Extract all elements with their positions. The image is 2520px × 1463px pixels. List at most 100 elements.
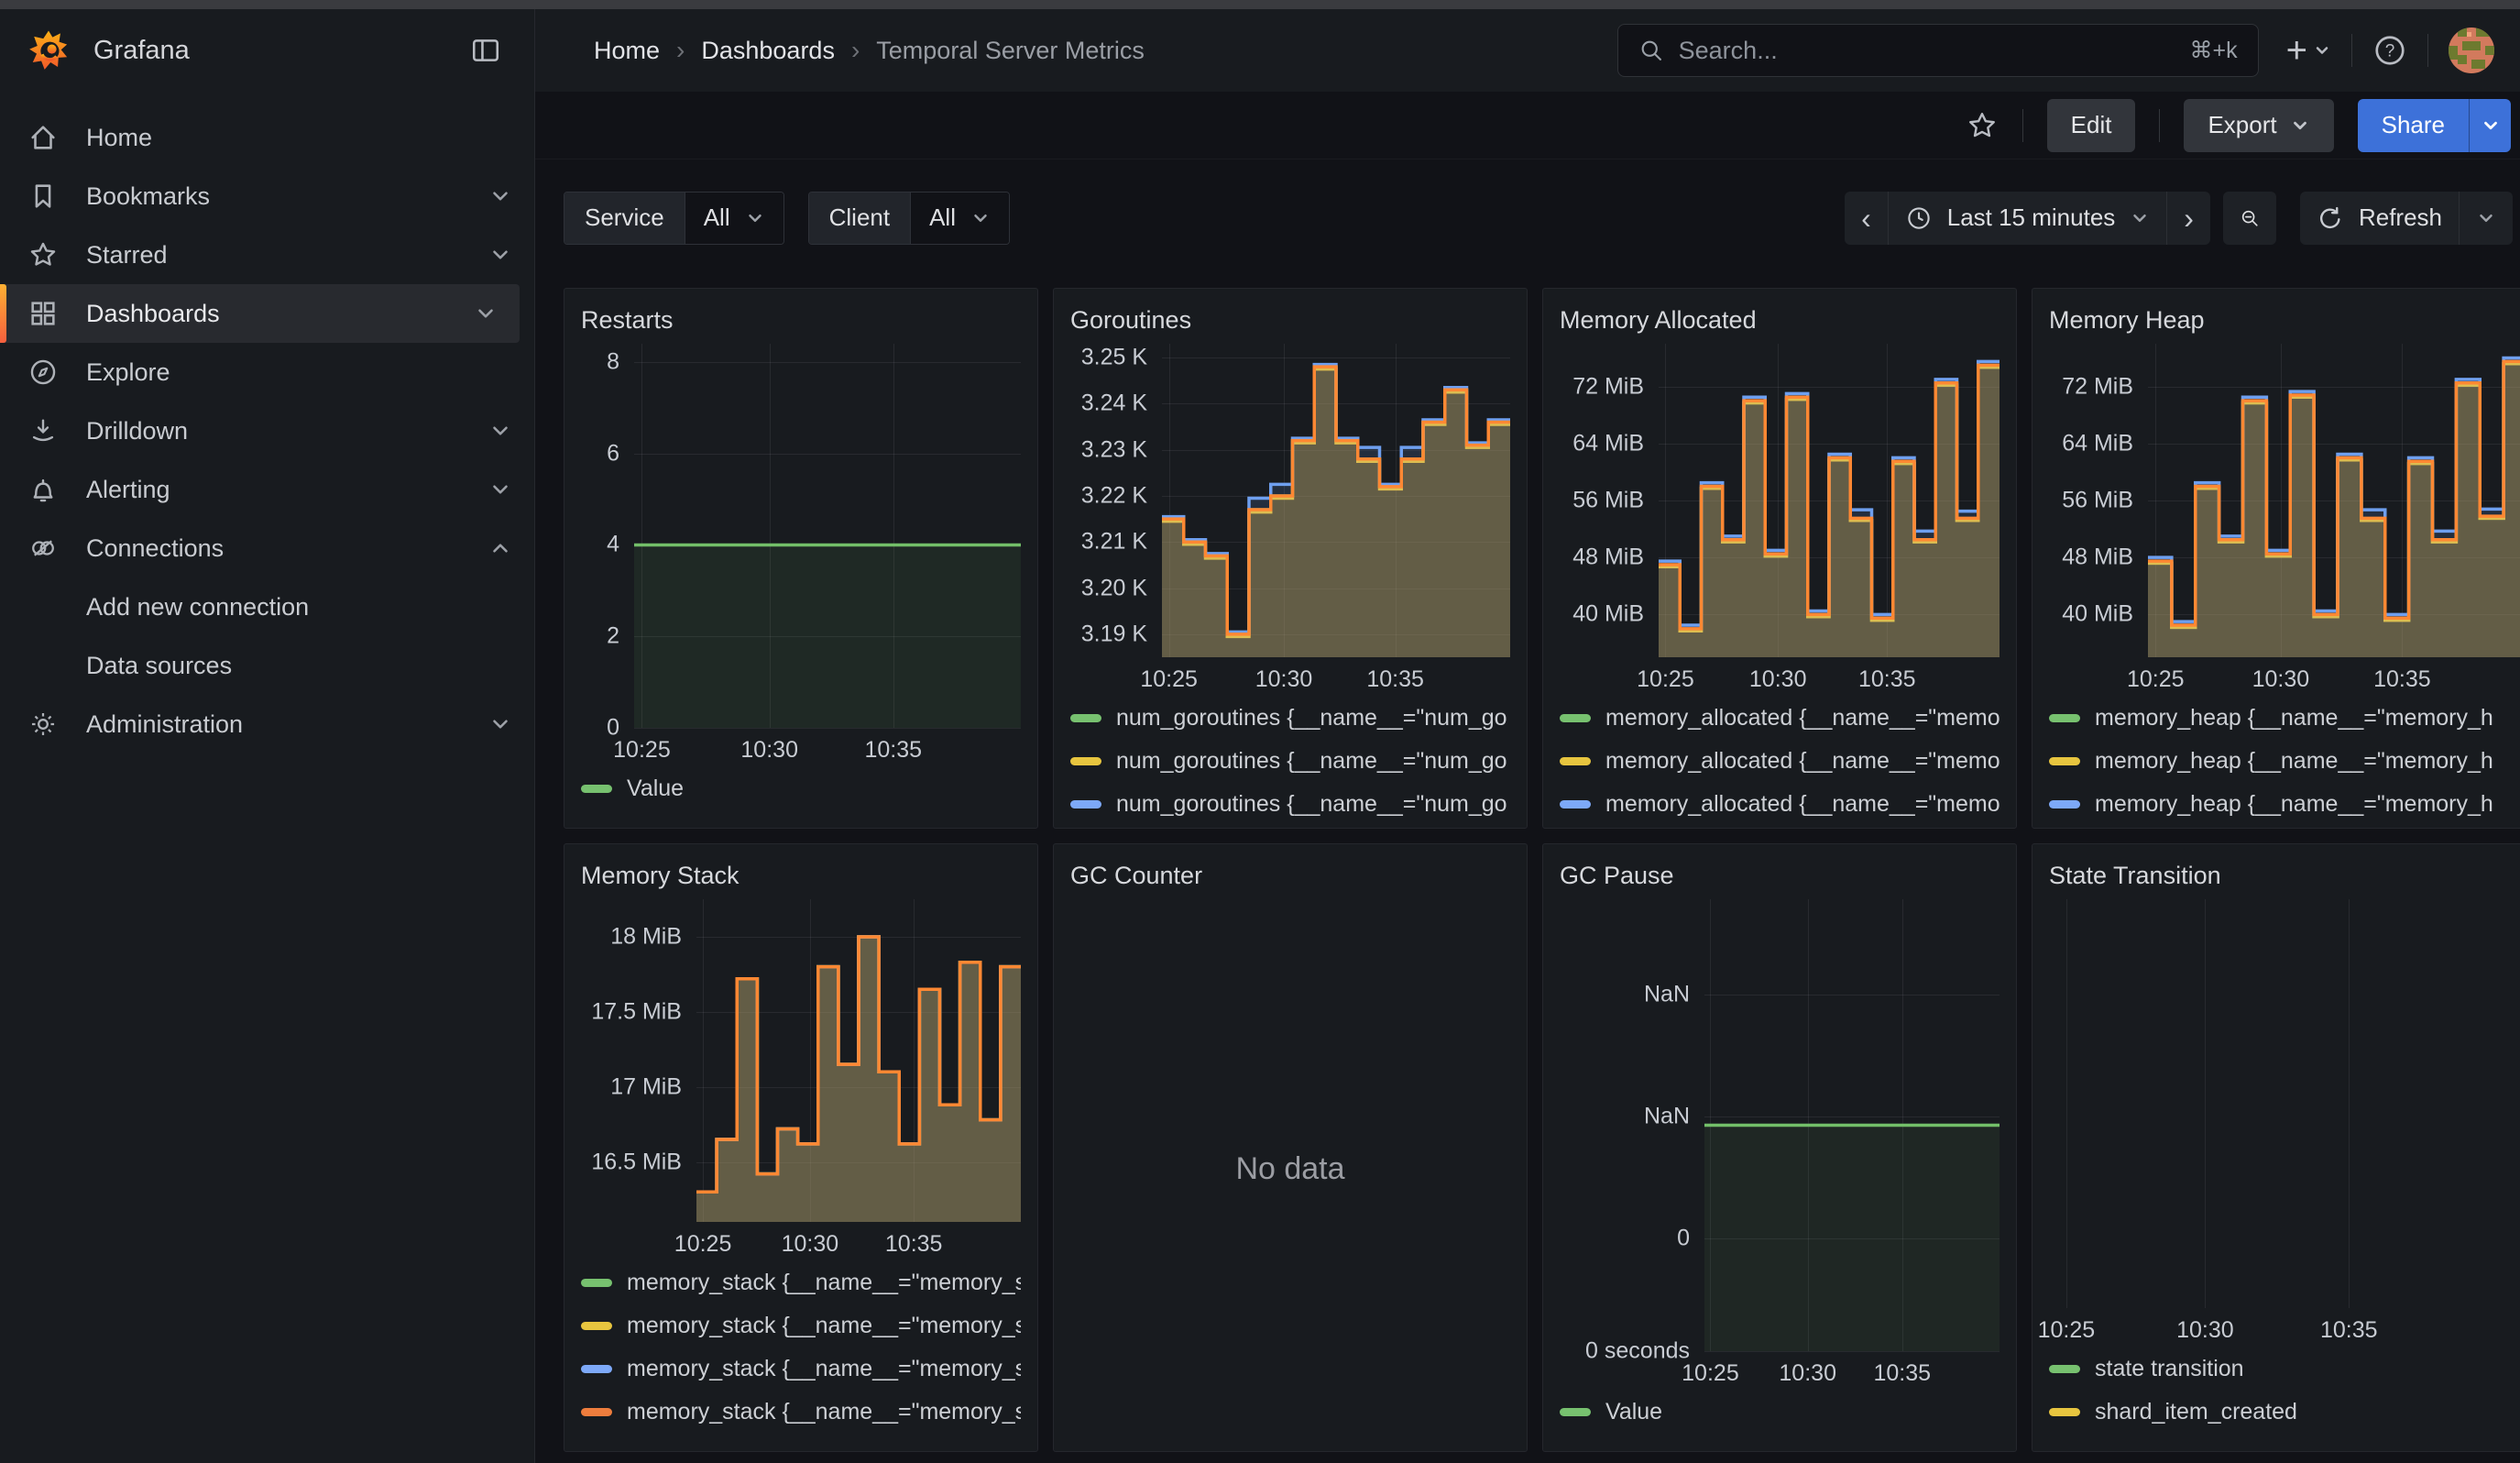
legend-item[interactable]: Value [1560,1395,2000,1428]
chart-plot[interactable] [1704,899,2000,1352]
export-button[interactable]: Export [2184,98,2334,152]
panel-memory-heap: Memory Heap 72 MiB 64 MiB 56 MiB 48 MiB 40 M… [2032,288,2520,829]
sidebar-item-alerting[interactable]: Alerting [0,460,534,519]
panel-memory-allocated: Memory Allocated 72 MiB 64 MiB 56 MiB 48 Mi… [1542,288,2017,829]
legend-item[interactable]: memory_stack {__name__="memory_s [581,1395,1021,1428]
divider [2159,108,2161,142]
panel-title[interactable]: Goroutines [1070,305,1192,334]
legend-item[interactable]: memory_stack {__name__="memory_s [581,1309,1021,1342]
refresh-button[interactable]: Refresh [2299,191,2460,245]
filter-bar: Service All Client All ‹ [564,190,2513,246]
client-filter-value[interactable]: All [910,192,1009,244]
legend-swatch [2049,756,2080,765]
panel-memory-stack: Memory Stack 18 MiB 17.5 MiB 17 MiB 16.5 Mi… [564,843,1038,1452]
service-filter-value[interactable]: All [684,192,783,244]
legend-item[interactable]: Value [581,772,1021,805]
legend-label: memory_allocated {__name__="memo [1605,747,2000,774]
legend-item[interactable]: memory_allocated {__name__="memo [1560,787,2000,820]
window-top-strip [0,0,2520,9]
breadcrumb-dashboards[interactable]: Dashboards [701,36,835,64]
legend-item[interactable]: shard_item_created [2049,1395,2520,1428]
sidebar-item-label: Connections [86,534,225,562]
share-menu-button[interactable] [2469,98,2511,152]
panel-title[interactable]: Restarts [581,305,674,334]
sidebar-item-add-new-connection[interactable]: Add new connection [0,578,534,636]
sidebar-item-connections[interactable]: Connections [0,519,534,578]
help-icon[interactable]: ? [2372,33,2407,68]
panel-title[interactable]: State Transition [2049,861,2221,889]
legend-label: state transition [2095,1355,2244,1381]
chart-legend: memory_heap {__name__="memory_h memory_he… [2049,701,2520,828]
share-split-button: Share [2357,98,2511,152]
legend-item[interactable]: num_goroutines {__name__="num_go [1070,787,1510,820]
divider [2351,34,2352,67]
panel-title[interactable]: Memory Heap [2049,305,2205,334]
sidebar-nav: Home Bookmarks Starred Dashboards Explor… [0,92,535,1463]
zoom-out-icon [2241,210,2258,226]
legend-item[interactable]: num_goroutines {__name__="num_go [1070,701,1510,734]
sidebar-item-drilldown[interactable]: Drilldown [0,402,534,460]
chart-plot[interactable] [2032,899,2520,1308]
legend-item[interactable]: memory_heap {__name__="memory_h [2049,744,2520,777]
x-axis: 10:25 10:30 10:35 [1140,666,1424,692]
legend-swatch [1070,713,1101,722]
sidebar-item-administration[interactable]: Administration [0,695,534,754]
legend-swatch [2049,1364,2080,1373]
sidebar-toggle-icon[interactable] [470,35,501,66]
legend-label: memory_heap {__name__="memory_h [2095,747,2493,774]
breadcrumb: Home › Dashboards › Temporal Server Metr… [594,36,1617,65]
share-button[interactable]: Share [2357,98,2469,152]
legend-item[interactable]: memory_allocated {__name__="memo [1560,744,2000,777]
legend-item[interactable]: memory_heap {__name__="memory_h [2049,787,2520,820]
chart-plot[interactable] [696,899,1021,1222]
avatar[interactable] [2449,28,2494,73]
chevron-down-icon [493,485,508,494]
legend-item[interactable]: state transition [2049,1352,2520,1385]
sidebar-item-explore[interactable]: Explore [0,343,534,402]
sidebar-item-dashboards[interactable]: Dashboards [0,284,520,343]
chevron-down-icon [2480,214,2493,222]
favorite-star-icon[interactable] [1966,109,1999,142]
edit-button[interactable]: Edit [2046,98,2136,152]
legend-item[interactable]: num_goroutines {__name__="num_go [1070,744,1510,777]
legend-label: memory_stack {__name__="memory_s [627,1355,1021,1381]
service-filter-label: Service [564,192,685,244]
chevron-down-icon [2316,47,2328,54]
search-input[interactable]: Search... ⌘+k [1616,24,2259,77]
zoom-out-button[interactable] [2222,191,2276,245]
svg-text:?: ? [2385,42,2395,61]
chart-plot[interactable] [1659,344,2000,657]
panel-title[interactable]: Memory Stack [581,861,740,889]
time-range-picker[interactable]: Last 15 minutes [1888,191,2168,245]
refresh-interval-button[interactable] [2460,191,2513,245]
y-axis: 18 MiB 17.5 MiB 17 MiB 16.5 MiB [591,923,682,1174]
legend-item[interactable]: memory_stack {__name__="memory_s [581,1352,1021,1385]
legend-item[interactable]: memory_allocated {__name__="memo [1560,701,2000,734]
legend-label: memory_stack {__name__="memory_s [627,1398,1021,1424]
breadcrumb-home[interactable]: Home [594,36,661,64]
legend-item[interactable]: memory_stack {__name__="memory_s [581,1266,1021,1299]
chart-plot[interactable] [634,344,1021,729]
add-new-button[interactable]: + [2286,32,2331,69]
sidebar-item-bookmarks[interactable]: Bookmarks [0,167,534,226]
sidebar-item-starred[interactable]: Starred [0,226,534,284]
header-bar: Home › Dashboards › Temporal Server Metr… [535,9,2520,92]
time-range-label: Last 15 minutes [1946,204,2116,231]
chart-plot[interactable] [2148,344,2520,657]
y-axis: 72 MiB 64 MiB 56 MiB 48 MiB 40 MiB [2062,373,2133,627]
chevron-down-icon [493,720,508,729]
time-shift-forward-button[interactable]: › [2167,191,2210,245]
sidebar-item-data-sources[interactable]: Data sources [0,636,534,695]
legend-swatch [2049,713,2080,722]
panel-title[interactable]: GC Pause [1560,861,1674,889]
panel-title[interactable]: Memory Allocated [1560,305,1757,334]
legend-swatch [2049,1407,2080,1416]
sidebar-item-label: Explore [86,358,170,386]
chart-plot[interactable] [1162,344,1510,657]
legend-item[interactable]: memory_heap {__name__="memory_h [2049,701,2520,734]
chevron-down-icon [2133,214,2147,222]
time-shift-back-button[interactable]: ‹ [1845,191,1889,245]
sidebar-item-home[interactable]: Home [0,108,534,167]
panel-title[interactable]: GC Counter [1070,861,1203,889]
